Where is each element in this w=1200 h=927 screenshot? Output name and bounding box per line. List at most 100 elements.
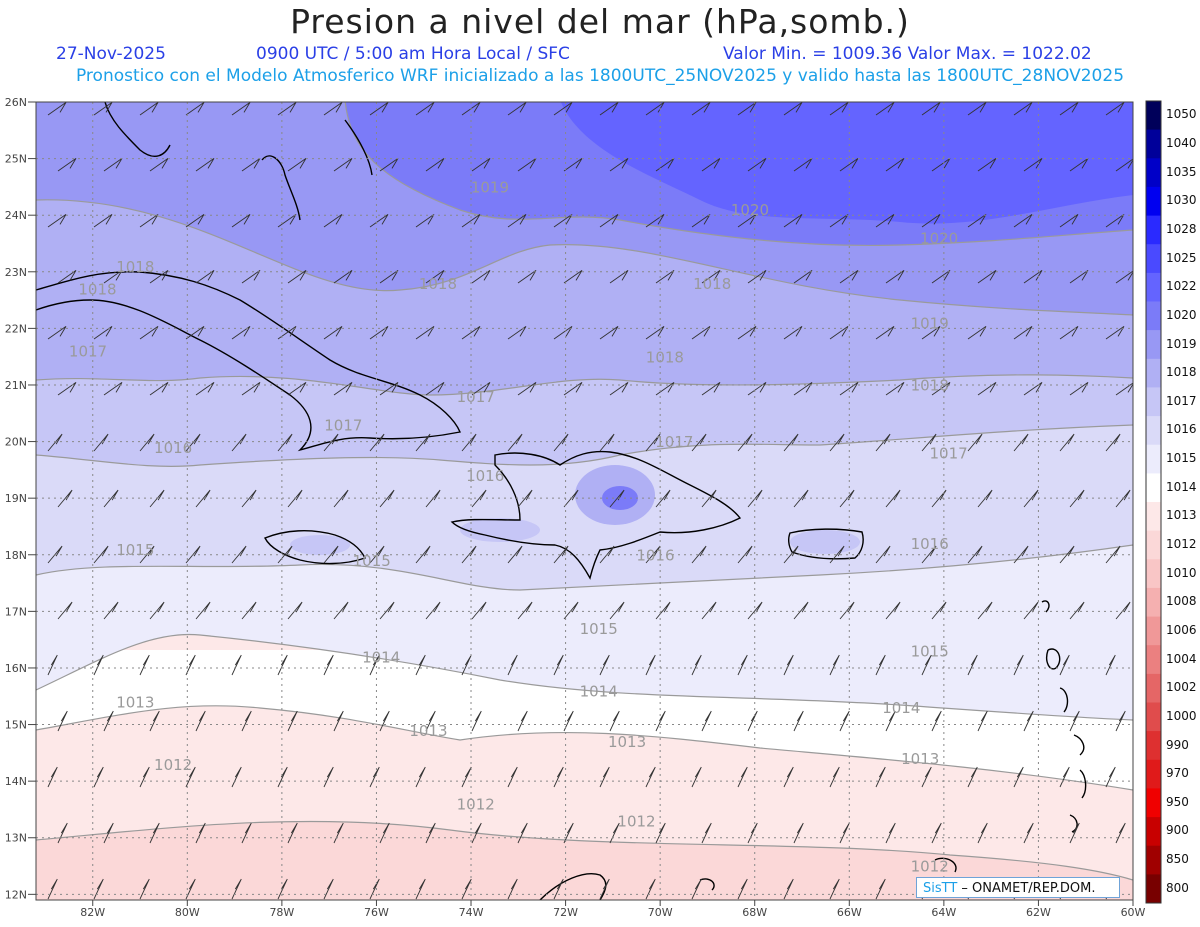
wind-barb bbox=[747, 158, 767, 172]
longitude-labels: 82W 80W 78W 76W 74W 72W 70W 68W 66W 64W 62W 60W bbox=[80, 900, 1146, 919]
wind-barb bbox=[977, 270, 997, 284]
colorbar-swatch bbox=[1146, 559, 1161, 589]
lon-label: 78W bbox=[269, 906, 294, 919]
wind-barb bbox=[553, 433, 569, 452]
wind-barb bbox=[829, 326, 849, 340]
wind-barb bbox=[415, 766, 426, 788]
lat-label: 21N bbox=[5, 379, 27, 392]
wind-barb bbox=[1023, 601, 1039, 620]
wind-barb bbox=[1115, 382, 1133, 396]
wind-barb bbox=[287, 822, 298, 844]
latitude-labels: 26N 25N 24N 23N 22N 21N 20N 19N 18N 17N 16N 15N 14N 1… bbox=[5, 96, 36, 901]
contour-label: 1015 bbox=[116, 541, 154, 559]
wind-barb bbox=[701, 270, 721, 284]
wind-barb bbox=[471, 158, 491, 172]
contour-label: 1012 bbox=[154, 756, 192, 774]
contour-label: 1018 bbox=[116, 258, 154, 276]
wind-barb bbox=[185, 654, 196, 676]
wind-barb bbox=[471, 822, 482, 844]
wind-barb bbox=[655, 489, 671, 508]
wind-barb bbox=[333, 601, 349, 620]
hispaniola-coast bbox=[450, 450, 742, 580]
wind-barb bbox=[645, 214, 665, 228]
wind-barb bbox=[563, 489, 579, 508]
wind-barb bbox=[599, 545, 615, 564]
wind-barb bbox=[691, 545, 707, 564]
south-america-coast bbox=[539, 857, 957, 900]
wind-barb bbox=[747, 489, 763, 508]
wind-barb bbox=[1023, 158, 1043, 172]
wind-barb bbox=[967, 214, 987, 228]
lat-label: 12N bbox=[5, 888, 27, 901]
wind-barb bbox=[93, 545, 109, 564]
wind-barb bbox=[829, 654, 840, 676]
contour-label: 1014 bbox=[882, 699, 920, 717]
contour-label: 1016 bbox=[911, 535, 949, 553]
lat-label: 25N bbox=[5, 153, 27, 166]
contour-label: 1015 bbox=[353, 552, 391, 570]
wind-barb bbox=[967, 326, 987, 340]
wind-barb bbox=[553, 214, 573, 228]
wind-barb bbox=[47, 878, 58, 900]
colorbar-label: 1013 bbox=[1166, 508, 1197, 523]
colorbar-label: 1030 bbox=[1166, 193, 1197, 208]
wind-barb bbox=[829, 878, 840, 900]
wind-barb bbox=[931, 822, 942, 844]
wind-barb bbox=[1023, 822, 1034, 844]
wind-barb bbox=[507, 326, 527, 340]
wind-barb bbox=[1069, 382, 1089, 396]
wind-barb bbox=[737, 545, 753, 564]
colorbar-label: 1040 bbox=[1166, 136, 1197, 150]
wind-barb bbox=[977, 822, 988, 844]
wind-barb bbox=[1023, 489, 1039, 508]
wind-barb bbox=[195, 822, 206, 844]
wind-barb bbox=[415, 545, 431, 564]
contour-label: 1016 bbox=[154, 439, 192, 457]
wind-barb bbox=[379, 601, 395, 620]
colorbar-swatch bbox=[1146, 129, 1161, 159]
wind-barb bbox=[139, 214, 159, 228]
lat-label: 23N bbox=[5, 266, 27, 279]
contour-label: 1013 bbox=[608, 733, 646, 751]
wind-barb bbox=[241, 270, 261, 284]
wind-barb bbox=[1105, 433, 1121, 452]
wind-barb bbox=[599, 766, 610, 788]
contour-label: 1019 bbox=[911, 314, 949, 332]
contour-label: 1014 bbox=[362, 648, 400, 666]
wind-barb bbox=[57, 158, 77, 172]
wind-barb bbox=[885, 382, 905, 396]
wind-barb bbox=[599, 214, 619, 228]
wind-barb bbox=[921, 326, 941, 340]
wind-barb bbox=[1013, 766, 1024, 788]
wind-barb bbox=[93, 214, 113, 228]
wind-barb bbox=[287, 601, 303, 620]
colorbar-swatch bbox=[1146, 358, 1161, 388]
wind-barb bbox=[609, 489, 625, 508]
wind-barb bbox=[737, 326, 757, 340]
wind-barb bbox=[1023, 382, 1043, 396]
wind-barb bbox=[231, 878, 242, 900]
wind-barb bbox=[415, 433, 431, 452]
wind-barb bbox=[185, 545, 201, 564]
contour-label: 1013 bbox=[409, 722, 447, 740]
wind-barb bbox=[1105, 545, 1121, 564]
colorbar-label: 1004 bbox=[1166, 651, 1197, 666]
wind-barb bbox=[553, 654, 564, 676]
wind-barb bbox=[517, 822, 528, 844]
wind-barb bbox=[425, 270, 445, 284]
credit-text: – ONAMET/REP.DOM. bbox=[957, 881, 1096, 896]
colorbar-swatch bbox=[1146, 186, 1161, 216]
wind-barb bbox=[793, 710, 804, 732]
lon-label: 82W bbox=[80, 906, 105, 919]
wind-barb bbox=[425, 382, 445, 396]
wind-barb bbox=[829, 766, 840, 788]
coastlines bbox=[36, 102, 1087, 900]
wind-barb bbox=[139, 545, 155, 564]
wind-barb bbox=[783, 214, 803, 228]
colorbar-label: 1014 bbox=[1166, 479, 1197, 494]
contour-label: 1014 bbox=[580, 682, 618, 700]
colorbar-label: 1035 bbox=[1166, 164, 1197, 179]
wind-barb bbox=[57, 489, 73, 508]
wind-barb bbox=[553, 766, 564, 788]
wind-barb bbox=[875, 214, 895, 228]
